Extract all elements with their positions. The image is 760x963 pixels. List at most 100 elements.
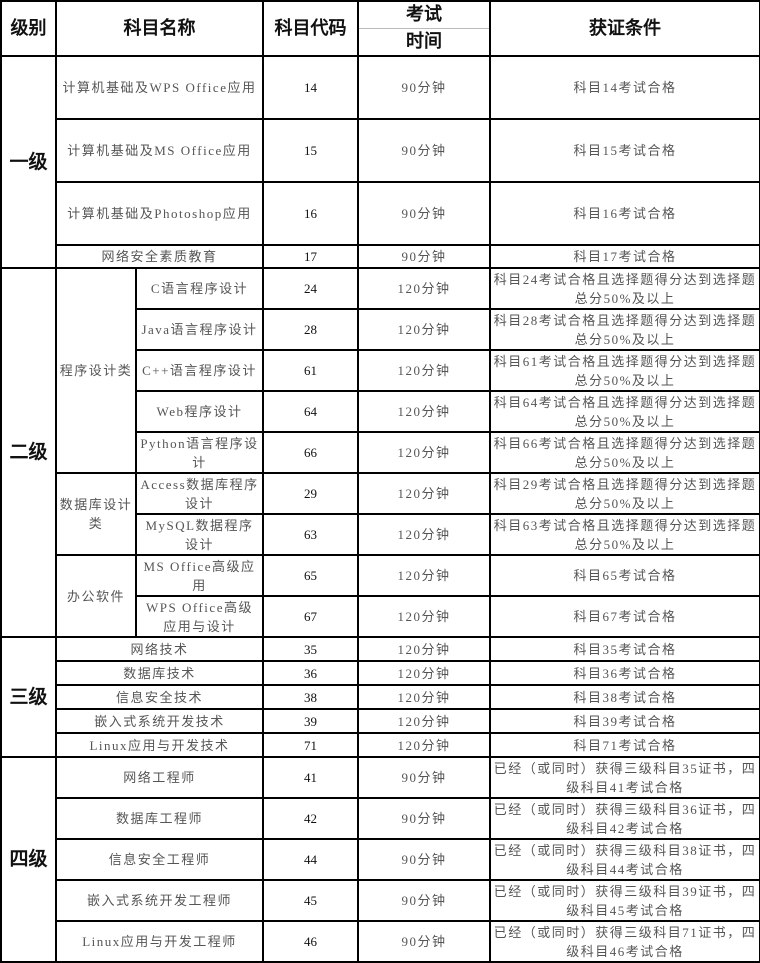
table-row: 数据库工程师 42 90分钟 已经（或同时）获得三级科目36证书，四级科目42考试合格: [1, 797, 760, 840]
exam-time: 120分钟: [357, 390, 491, 433]
level-label: 三级: [0, 636, 57, 758]
exam-time: 90分钟: [357, 118, 491, 183]
level-label: 一级: [0, 55, 57, 269]
subject-code: 67: [262, 595, 359, 638]
subject-code: 66: [262, 431, 359, 474]
certificate-condition: 已经（或同时）获得三级科目39证书，四级科目45考试合格: [489, 879, 760, 922]
subject-code: 38: [262, 684, 359, 710]
certificate-condition: 科目24考试合格且选择题得分达到选择题总分50%及以上: [489, 267, 760, 310]
exam-time: 120分钟: [357, 267, 491, 310]
subject-name: Access数据库程序设计: [135, 472, 264, 515]
table-row: 网络安全素质教育 17 90分钟 科目17考试合格: [1, 244, 760, 269]
exam-time: 120分钟: [357, 732, 491, 758]
header-row: 级别 科目名称 科目代码 考试 时间 获证条件: [0, 0, 760, 57]
table-row: Linux应用与开发工程师 46 90分钟 已经（或同时）获得三级科目71证书，四级科…: [1, 920, 760, 963]
subject-name: 网络技术: [55, 636, 264, 662]
certificate-condition: 科目16考试合格: [489, 181, 760, 246]
certificate-condition: 已经（或同时）获得三级科目35证书，四级科目41考试合格: [489, 756, 760, 799]
table-row: 信息安全技术 38 120分钟 科目38考试合格: [1, 684, 760, 710]
subject-code: 42: [262, 797, 359, 840]
header-level: 级别: [0, 0, 57, 57]
subject-code: 71: [262, 732, 359, 758]
certificate-condition: 已经（或同时）获得三级科目36证书，四级科目42考试合格: [489, 797, 760, 840]
exam-time: 120分钟: [357, 636, 491, 662]
exam-time: 120分钟: [357, 660, 491, 686]
exam-time: 90分钟: [357, 879, 491, 922]
subject-code: 36: [262, 660, 359, 686]
exam-time: 90分钟: [357, 838, 491, 881]
exam-time: 120分钟: [357, 349, 491, 392]
subject-name: C语言程序设计: [135, 267, 264, 310]
table-row: 二级 程序设计类 C语言程序设计 24 120分钟 科目24考试合格且选择题得分达到选择题…: [0, 267, 760, 638]
subject-category: 办公软件: [55, 554, 137, 638]
subject-name: Linux应用与开发工程师: [55, 920, 264, 963]
header-exam-time-top: 考试: [360, 3, 488, 29]
exam-time: 120分钟: [357, 472, 491, 515]
table-row: 信息安全工程师 44 90分钟 已经（或同时）获得三级科目38证书，四级科目44考试合…: [1, 838, 760, 881]
subject-code: 17: [262, 244, 359, 269]
subject-code: 64: [262, 390, 359, 433]
subject-name: Linux应用与开发技术: [55, 732, 264, 758]
table-row: 数据库设计类 Access数据库程序设计 29 120分钟 科目29考试合格且选择题得分…: [1, 472, 760, 556]
certificate-condition: 科目29考试合格且选择题得分达到选择题总分50%及以上: [489, 472, 760, 515]
table-row: 计算机基础及Photoshop应用 16 90分钟 科目16考试合格: [1, 181, 760, 246]
exam-time: 120分钟: [357, 684, 491, 710]
certificate-condition: 已经（或同时）获得三级科目71证书，四级科目46考试合格: [489, 920, 760, 963]
subject-name: Java语言程序设计: [135, 308, 264, 351]
subject-name: Web程序设计: [135, 390, 264, 433]
subject-category: 程序设计类: [55, 267, 137, 474]
exam-time: 90分钟: [357, 244, 491, 269]
subject-code: 46: [262, 920, 359, 963]
table-row: 嵌入式系统开发技术 39 120分钟 科目39考试合格: [1, 708, 760, 734]
subject-code: 61: [262, 349, 359, 392]
header-condition: 获证条件: [489, 0, 760, 57]
subject-code: 16: [262, 181, 359, 246]
subject-code: 29: [262, 472, 359, 515]
exam-time: 120分钟: [357, 308, 491, 351]
subject-name: 网络安全素质教育: [55, 244, 264, 269]
table-row: 计算机基础及MS Office应用 15 90分钟 科目15考试合格: [1, 118, 760, 183]
subject-name: MS Office高级应用: [135, 554, 264, 597]
certificate-condition: 科目38考试合格: [489, 684, 760, 710]
subject-name: 数据库工程师: [55, 797, 264, 840]
certificate-condition: 已经（或同时）获得三级科目38证书，四级科目44考试合格: [489, 838, 760, 881]
subject-category: 数据库设计类: [55, 472, 137, 556]
exam-time: 90分钟: [357, 756, 491, 799]
subject-name: 计算机基础及WPS Office应用: [55, 55, 264, 120]
certificate-condition: 科目36考试合格: [489, 660, 760, 686]
certificate-condition: 科目71考试合格: [489, 732, 760, 758]
table-row: C++语言程序设计 61 120分钟 科目61考试合格且选择题得分达到选择题总分50%…: [1, 349, 760, 392]
exam-time: 120分钟: [357, 708, 491, 734]
table-row: 数据库技术 36 120分钟 科目36考试合格: [1, 660, 760, 686]
header-subject-code: 科目代码: [262, 0, 359, 57]
exam-time: 120分钟: [357, 513, 491, 556]
table-row: 办公软件 MS Office高级应用 65 120分钟 科目65考试合格: [1, 554, 760, 638]
subject-code: 44: [262, 838, 359, 881]
table-row: 嵌入式系统开发工程师 45 90分钟 已经（或同时）获得三级科目39证书，四级科目45…: [1, 879, 760, 922]
certificate-condition: 科目28考试合格且选择题得分达到选择题总分50%及以上: [489, 308, 760, 351]
exam-time: 90分钟: [357, 55, 491, 120]
table-row: 一级 计算机基础及WPS Office应用 14 90分钟 科目14考试合格: [0, 55, 760, 269]
table-row: 四级 网络工程师 41 90分钟 已经（或同时）获得三级科目35证书，四级科目41考试合…: [0, 756, 760, 963]
subject-name: 信息安全技术: [55, 684, 264, 710]
exam-time: 120分钟: [357, 554, 491, 597]
subject-name: C++语言程序设计: [135, 349, 264, 392]
certificate-condition: 科目67考试合格: [489, 595, 760, 638]
exam-time: 90分钟: [357, 920, 491, 963]
table-row: Java语言程序设计 28 120分钟 科目28考试合格且选择题得分达到选择题总分50…: [1, 308, 760, 351]
subject-code: 14: [262, 55, 359, 120]
subject-name: 计算机基础及Photoshop应用: [55, 181, 264, 246]
subject-code: 63: [262, 513, 359, 556]
subject-code: 35: [262, 636, 359, 662]
subject-name: 信息安全工程师: [55, 838, 264, 881]
subject-name: WPS Office高级应用与设计: [135, 595, 264, 638]
subject-name: 嵌入式系统开发工程师: [55, 879, 264, 922]
certificate-condition: 科目15考试合格: [489, 118, 760, 183]
header-exam-time-bottom: 时间: [406, 31, 442, 52]
exam-time: 120分钟: [357, 595, 491, 638]
certificate-condition: 科目65考试合格: [489, 554, 760, 597]
certificate-condition: 科目17考试合格: [489, 244, 760, 269]
header-subject-name: 科目名称: [55, 0, 264, 57]
table-row: Linux应用与开发技术 71 120分钟 科目71考试合格: [1, 732, 760, 758]
